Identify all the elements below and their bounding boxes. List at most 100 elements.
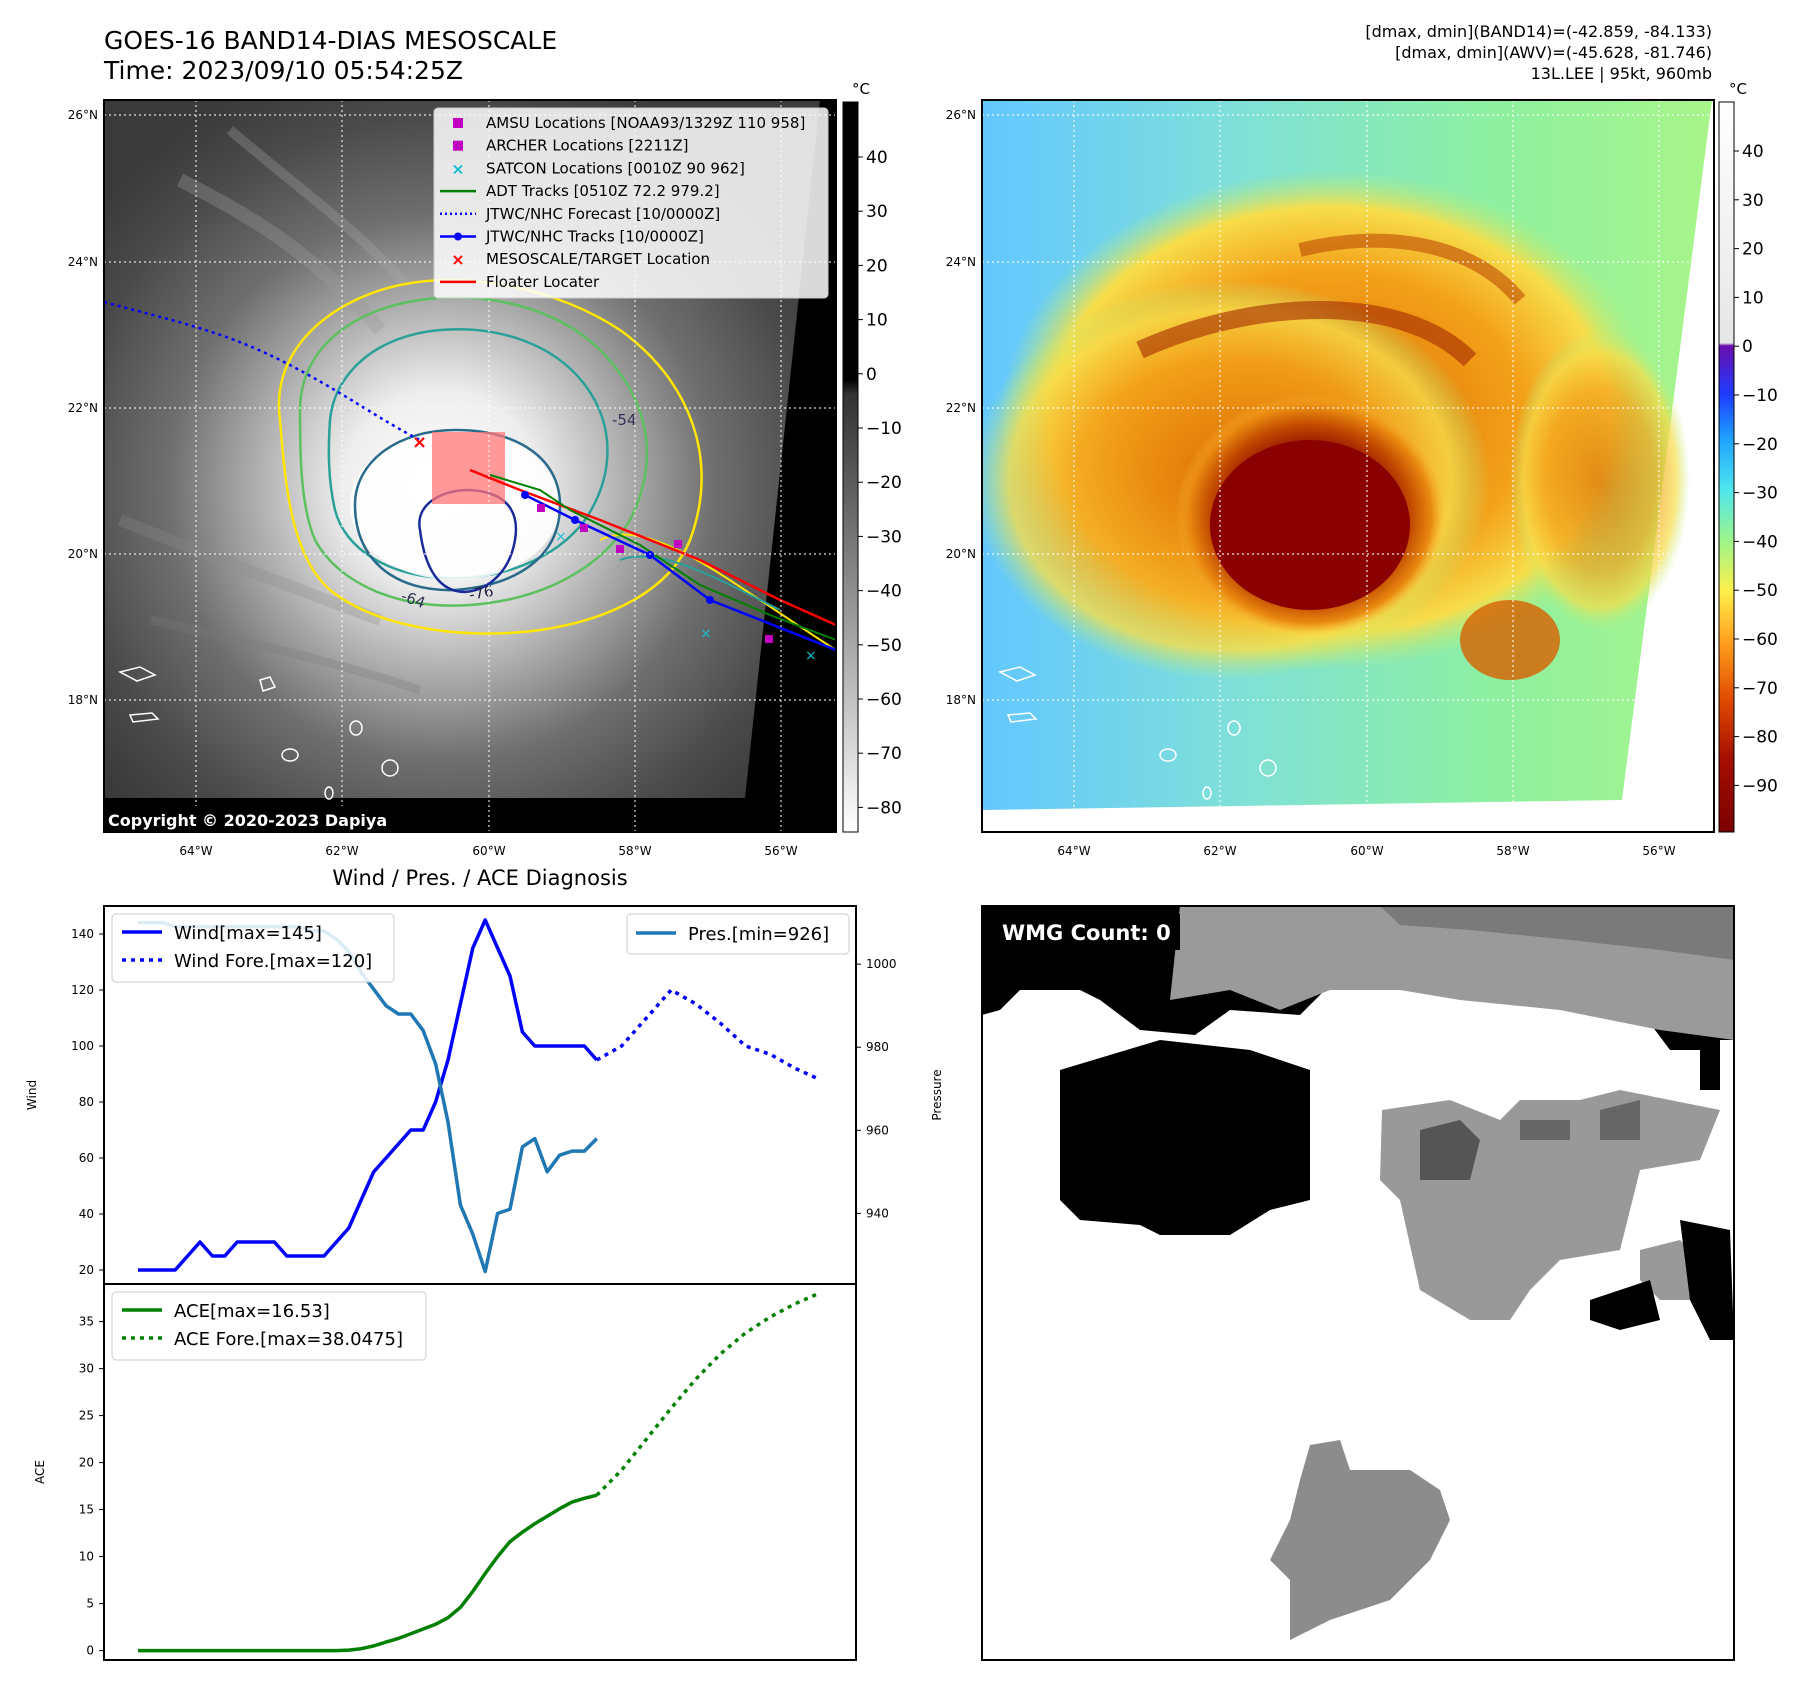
ace-legend: ACE[max=16.53] ACE Fore.[max=38.0475] bbox=[111, 1291, 427, 1361]
pressure-axis-tick-label: 1000 bbox=[866, 957, 897, 971]
right-colorbar-tick-label: −10 bbox=[1742, 386, 1778, 406]
ace-series-line bbox=[138, 1493, 598, 1653]
wind-axis-tick-label: 80 bbox=[79, 1095, 94, 1109]
wind-forecast-series-line bbox=[595, 988, 821, 1082]
figure-title-line2: Time: 2023/09/10 05:54:25Z bbox=[104, 56, 463, 85]
contour-label-54: -54 bbox=[612, 411, 637, 429]
right-colorbar-tick-label: 40 bbox=[1742, 142, 1764, 162]
right-colorbar-tick-label: −20 bbox=[1742, 435, 1778, 455]
left-map-lat-label: 26°N bbox=[68, 108, 98, 122]
left-map-lon-label: 62°W bbox=[325, 844, 358, 858]
left-colorbar-tick-label: −20 bbox=[866, 473, 902, 493]
legend-marker-x: × bbox=[451, 159, 464, 178]
info-line-storm: 13L.LEE | 95kt, 960mb bbox=[1530, 64, 1712, 83]
left-colorbar-tick-label: −30 bbox=[866, 527, 902, 547]
ace-axis-tick-label: 0 bbox=[86, 1644, 94, 1658]
right-map-lat-label: 26°N bbox=[946, 108, 976, 122]
pressure-axis-tick-label: 940 bbox=[866, 1206, 889, 1220]
legend-entry-label: JTWC/NHC Tracks [10/0000Z] bbox=[485, 228, 704, 246]
wind-axis-tick-label: 60 bbox=[79, 1151, 94, 1165]
right-colorbar-tick-label: 20 bbox=[1742, 240, 1764, 260]
right-map-lat-label: 22°N bbox=[946, 401, 976, 415]
left-map-lon-label: 60°W bbox=[472, 844, 505, 858]
left-colorbar-tick-label: −60 bbox=[866, 690, 902, 710]
ace-axis-tick-label: 20 bbox=[79, 1456, 94, 1470]
map-legend: AMSU Locations [NOAA93/1329Z 110 958] ARC… bbox=[433, 107, 829, 299]
right-colorbar-tick-label: −80 bbox=[1742, 728, 1778, 748]
left-colorbar-tick-label: −50 bbox=[866, 636, 902, 656]
left-colorbar-tick-label: 20 bbox=[866, 256, 888, 276]
right-colorbar-unit: °C bbox=[1729, 80, 1747, 98]
right-colorbar-tick-label: −90 bbox=[1742, 776, 1778, 796]
left-colorbar-tick-label: 10 bbox=[866, 311, 888, 331]
wind-axis-tick-label: 100 bbox=[71, 1039, 94, 1053]
wind-legend: Wind[max=145] Wind Fore.[max=120] bbox=[111, 913, 395, 983]
diagnosis-title: Wind / Pres. / ACE Diagnosis bbox=[332, 866, 627, 890]
left-map-lon-label: 58°W bbox=[618, 844, 651, 858]
copyright-label: Copyright © 2020-2023 Dapiya bbox=[108, 811, 387, 830]
map-tick-labels: 26°N 26°N 24°N 24°N 22°N 22°N 20°N 20°N 18°N 18°N… bbox=[68, 108, 1676, 858]
contour-label-76: -76 bbox=[468, 582, 495, 604]
ace-legend-label: ACE[max=16.53] bbox=[174, 1301, 330, 1322]
right-colorbar-tick-label: −50 bbox=[1742, 581, 1778, 601]
right-map-lon-label: 56°W bbox=[1642, 844, 1675, 858]
right-colorbar-tick-label: −30 bbox=[1742, 484, 1778, 504]
left-colorbar-tick-label: 30 bbox=[866, 202, 888, 222]
pressure-legend-label: Pres.[min=926] bbox=[688, 924, 829, 945]
right-colorbar-tick-label: −60 bbox=[1742, 630, 1778, 650]
pressure-axis-tick-label: 980 bbox=[866, 1040, 889, 1054]
legend-marker-x: × bbox=[451, 250, 464, 269]
pressure-legend: Pres.[min=926] bbox=[626, 913, 850, 955]
ace-axis-label: ACE bbox=[33, 1460, 47, 1484]
adt-track bbox=[489, 474, 836, 641]
legend-marker-square bbox=[453, 118, 463, 128]
ace-axis-tick-label: 5 bbox=[86, 1597, 94, 1611]
wind-axis-tick-label: 120 bbox=[71, 983, 94, 997]
forecast-track bbox=[104, 300, 421, 442]
ace-axis-tick-label: 30 bbox=[79, 1362, 94, 1376]
ace-axis-tick-label: 15 bbox=[79, 1503, 94, 1517]
legend-entry-label: AMSU Locations [NOAA93/1329Z 110 958] bbox=[486, 114, 805, 132]
left-map-lat-label: 22°N bbox=[68, 401, 98, 415]
left-map-lon-label: 64°W bbox=[179, 844, 212, 858]
pressure-axis-tick-label: 960 bbox=[866, 1123, 889, 1137]
left-colorbar-tick-label: −10 bbox=[866, 419, 902, 439]
legend-entry-label: JTWC/NHC Forecast [10/0000Z] bbox=[485, 205, 720, 223]
svg-text:×: × bbox=[700, 626, 712, 642]
wind-axis-tick-label: 140 bbox=[71, 927, 94, 941]
ace-forecast-legend-label: ACE Fore.[max=38.0475] bbox=[174, 1329, 403, 1350]
wind-legend-label: Wind[max=145] bbox=[174, 923, 322, 944]
right-colorbar-tick-label: −70 bbox=[1742, 679, 1778, 699]
info-line-band14: [dmax, dmin](BAND14)=(-42.859, -84.133) bbox=[1365, 22, 1712, 41]
legend-marker-dot bbox=[454, 232, 462, 241]
pressure-axis-label: Pressure bbox=[930, 1069, 944, 1120]
right-colorbar-tick-label: 0 bbox=[1742, 337, 1753, 357]
right-map-lat-label: 20°N bbox=[946, 547, 976, 561]
wind-axis-label: Wind bbox=[25, 1080, 39, 1110]
right-map-lon-label: 62°W bbox=[1203, 844, 1236, 858]
left-map-lon-label: 56°W bbox=[764, 844, 797, 858]
left-colorbar-unit: °C bbox=[852, 80, 870, 98]
left-map-lat-label: 24°N bbox=[68, 255, 98, 269]
info-line-awv: [dmax, dmin](AWV)=(-45.628, -81.746) bbox=[1395, 43, 1712, 62]
right-map-lat-label: 18°N bbox=[946, 693, 976, 707]
floater-locater-line bbox=[469, 468, 836, 627]
legend-entry-label: ARCHER Locations [2211Z] bbox=[486, 137, 689, 155]
wind-axis-tick-label: 40 bbox=[79, 1207, 94, 1221]
right-colorbar: °C 40 30 20 10 0 −10 −20 −30 −40 −50 −60 −70 −80 −90 bbox=[1718, 80, 1778, 833]
legend-entry-label: ADT Tracks [0510Z 72.2 979.2] bbox=[486, 182, 720, 200]
right-colorbar-tick-label: −40 bbox=[1742, 532, 1778, 552]
right-map-lon-label: 58°W bbox=[1496, 844, 1529, 858]
right-colorbar-tick-label: 10 bbox=[1742, 288, 1764, 308]
right-map-lat-label: 24°N bbox=[946, 255, 976, 269]
svg-text:×: × bbox=[555, 529, 567, 545]
svg-text:×: × bbox=[412, 432, 427, 453]
legend-entry-label: Floater Locater bbox=[486, 273, 600, 291]
wmg-panel: WMG Count: 0 bbox=[982, 906, 1734, 1660]
left-colorbar-tick-label: −40 bbox=[866, 582, 902, 602]
left-map-lat-label: 18°N bbox=[68, 693, 98, 707]
left-colorbar-tick-label: 40 bbox=[866, 148, 888, 168]
left-colorbar-tick-label: −70 bbox=[866, 744, 902, 764]
ace-axis-tick-label: 10 bbox=[79, 1550, 94, 1564]
